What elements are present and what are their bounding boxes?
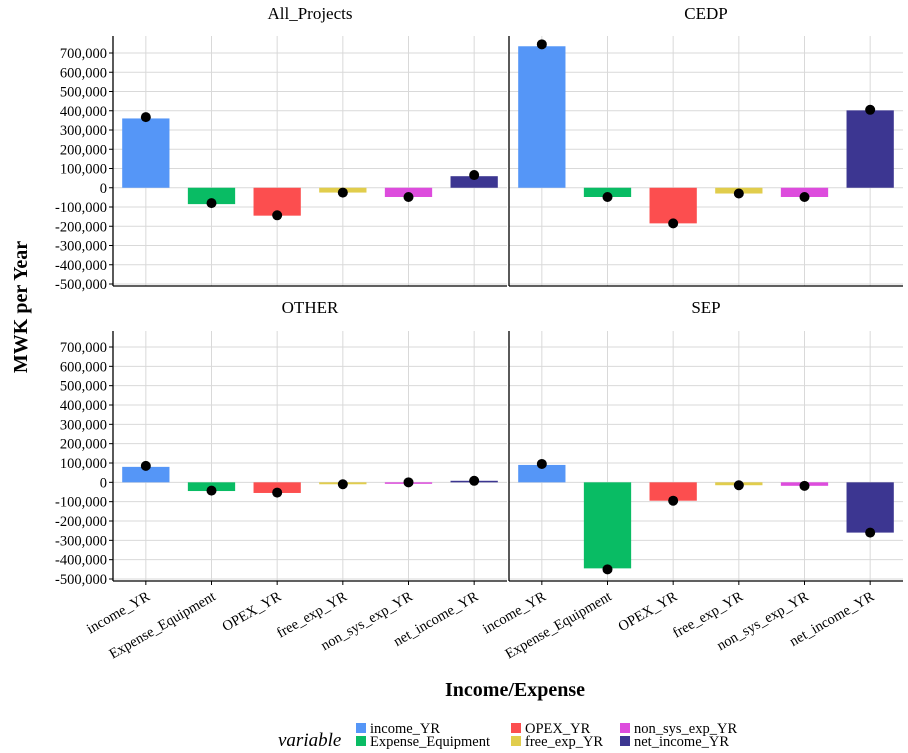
point-non_sys_exp_YR — [403, 477, 414, 488]
legend-title: variable — [278, 730, 341, 751]
y-axis-title: MWK per Year — [10, 241, 32, 373]
x-tick-label: Expense_Equipment — [107, 589, 219, 663]
y-tick-label: -400,000 — [55, 553, 107, 569]
legend-label: income_YR — [370, 721, 440, 737]
legend-swatch-free_exp_YR — [511, 736, 521, 746]
point-non_sys_exp_YR — [799, 191, 810, 202]
point-Expense_Equipment — [602, 564, 613, 575]
y-tick-label: 0 — [100, 181, 107, 197]
bar-OPEX_YR — [649, 187, 697, 224]
y-tick-label: 0 — [100, 475, 107, 491]
point-OPEX_YR — [668, 495, 679, 506]
y-tick-label: 700,000 — [60, 46, 107, 62]
point-OPEX_YR — [668, 218, 679, 229]
y-tick-label: 200,000 — [60, 437, 107, 453]
y-tick-label: 400,000 — [60, 398, 107, 414]
y-tick-label: 300,000 — [60, 417, 107, 433]
y-tick-label: -200,000 — [55, 514, 107, 530]
legend-label: free_exp_YR — [525, 734, 603, 750]
bar-net_income_YR — [450, 176, 498, 188]
bar-income_YR — [518, 46, 566, 188]
y-tick-label: -300,000 — [55, 239, 107, 255]
legend-label: non_sys_exp_YR — [634, 721, 737, 737]
point-Expense_Equipment — [206, 485, 217, 496]
legend-label: net_income_YR — [634, 734, 729, 750]
y-tick-label: 500,000 — [60, 379, 107, 395]
bar-income_YR — [122, 118, 170, 188]
y-tick-label: -100,000 — [55, 495, 107, 511]
y-tick-label: -500,000 — [55, 572, 107, 588]
point-income_YR — [536, 458, 547, 469]
point-free_exp_YR — [733, 188, 744, 199]
point-net_income_YR — [865, 527, 876, 538]
bar-net_income_YR — [846, 482, 894, 533]
y-tick-label: -300,000 — [55, 533, 107, 549]
bar-income_YR — [122, 466, 170, 483]
point-free_exp_YR — [733, 480, 744, 491]
legend-label: OPEX_YR — [525, 721, 591, 737]
point-Expense_Equipment — [602, 191, 613, 202]
y-tick-label: 600,000 — [60, 65, 107, 81]
point-Expense_Equipment — [206, 198, 217, 209]
bar-Expense_Equipment — [187, 187, 236, 205]
bar-OPEX_YR — [649, 482, 697, 501]
point-income_YR — [536, 39, 547, 50]
legend-swatch-Expense_Equipment — [356, 736, 366, 746]
facet-panel-all_projects: All_Projects — [112, 4, 507, 287]
y-tick-label: 700,000 — [60, 340, 107, 356]
y-tick-label: -400,000 — [55, 258, 107, 274]
point-non_sys_exp_YR — [799, 480, 810, 491]
legend-swatch-OPEX_YR — [511, 723, 521, 733]
y-tick-label: 300,000 — [60, 123, 107, 139]
point-free_exp_YR — [337, 187, 348, 198]
legend-swatch-non_sys_exp_YR — [620, 723, 630, 733]
point-OPEX_YR — [272, 487, 283, 498]
legend-swatch-net_income_YR — [620, 736, 630, 746]
point-income_YR — [140, 460, 151, 471]
facet-title: All_Projects — [268, 4, 353, 23]
bar-net_income_YR — [846, 110, 894, 188]
point-OPEX_YR — [272, 210, 283, 221]
y-axis: -500,000 -400,000 -300,000 -200,000 -100,000… — [55, 46, 113, 588]
point-income_YR — [140, 112, 151, 123]
point-net_income_YR — [469, 475, 480, 486]
bar-income_YR — [518, 464, 566, 483]
y-tick-label: -100,000 — [55, 200, 107, 216]
y-tick-label: -200,000 — [55, 219, 107, 235]
chart-panels: All_Projects CEDP OTHER SEP — [112, 4, 903, 582]
facet-title: CEDP — [684, 4, 727, 23]
legend-label: Expense_Equipment — [370, 734, 490, 750]
facet-title: OTHER — [282, 298, 339, 317]
y-tick-label: -500,000 — [55, 277, 107, 293]
y-tick-label: 100,000 — [60, 456, 107, 472]
y-tick-label: 600,000 — [60, 359, 107, 375]
y-tick-label: 100,000 — [60, 162, 107, 178]
facet-panel-cedp: CEDP — [508, 4, 903, 287]
y-tick-label: 200,000 — [60, 142, 107, 158]
point-net_income_YR — [865, 104, 876, 115]
point-net_income_YR — [469, 170, 480, 181]
y-tick-label: 500,000 — [60, 85, 107, 101]
facet-panel-sep: SEP — [508, 298, 903, 582]
facet-title: SEP — [691, 298, 720, 317]
facet-panel-other: OTHER — [112, 298, 507, 582]
legend-swatch-income_YR — [356, 723, 366, 733]
y-tick-label: 400,000 — [60, 104, 107, 120]
point-free_exp_YR — [337, 479, 348, 490]
x-axis-title: Income/Expense — [445, 679, 585, 701]
point-non_sys_exp_YR — [403, 191, 414, 202]
x-tick-label: Expense_Equipment — [503, 589, 615, 663]
bar-Expense_Equipment — [583, 482, 632, 569]
